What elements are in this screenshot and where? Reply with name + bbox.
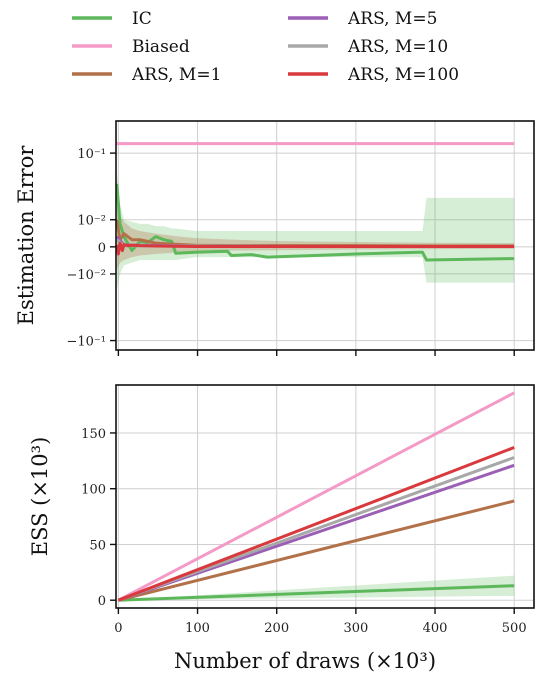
error-y-tick-label-3: −10⁻² <box>66 268 106 283</box>
error-bands <box>116 170 515 290</box>
x-tick-label-300: 300 <box>343 621 368 636</box>
ess-y-tick-label-0: 0 <box>98 594 106 609</box>
ess-series-ars-m-1 <box>118 499 515 602</box>
x-tick-label-200: 200 <box>264 621 289 636</box>
legend-label-ars-m-1: ARS, M=1 <box>131 65 221 85</box>
error-lines <box>115 142 515 262</box>
error-y-tick-label-1: 10⁻² <box>77 214 106 229</box>
error-axes-frame <box>115 120 535 351</box>
x-tick-label-500: 500 <box>502 621 527 636</box>
error-band-ic <box>116 170 515 290</box>
ess-y-tick-label-150: 150 <box>81 427 106 442</box>
error-panel: 10⁻¹ 10⁻² 0 −10⁻² −10⁻¹ Estimation Error <box>14 120 535 356</box>
ess-grid <box>116 385 534 608</box>
ess-series-ic <box>118 584 515 602</box>
error-y-tick-label-2: 0 <box>98 241 106 256</box>
ess-y-tick-label-50: 50 <box>89 538 106 553</box>
x-tick-label-400: 400 <box>423 621 448 636</box>
error-y-axis-label: Estimation Error <box>14 145 38 326</box>
ess-panel: 0 50 100 150 0 100 200 300 400 500 ESS (×10³) Num… <box>28 384 535 673</box>
ess-y-tick-label-100: 100 <box>81 483 106 498</box>
ess-ticks: 0 50 100 150 0 100 200 300 400 500 <box>81 427 526 636</box>
legend: IC Biased ARS, M=1 ARS, M=5 ARS, M=10 ARS, M=… <box>72 9 459 85</box>
error-y-ticks: 10⁻¹ 10⁻² 0 −10⁻² −10⁻¹ <box>66 147 515 356</box>
legend-label-biased: Biased <box>132 37 190 57</box>
x-tick-label-0: 0 <box>114 621 122 636</box>
x-tick-label-100: 100 <box>185 621 210 636</box>
ess-series-ars-m-100 <box>117 446 515 602</box>
error-y-tick-label-0: 10⁻¹ <box>77 147 106 162</box>
ess-y-axis-label: ESS (×10³) <box>28 437 52 557</box>
legend-label-ars-m-10: ARS, M=10 <box>347 37 448 57</box>
ess-bands <box>118 575 515 601</box>
ess-lines <box>117 391 515 602</box>
error-series-ars-m-100 <box>115 241 515 256</box>
x-axis-label: Number of draws (×10³) <box>174 649 436 673</box>
ess-series-biased <box>117 391 515 602</box>
ess-axes-frame <box>115 384 535 609</box>
ess-series-ars-m-10 <box>117 456 515 602</box>
legend-label-ars-m-5: ARS, M=5 <box>347 9 437 29</box>
ess-band-ic <box>118 575 515 601</box>
error-series-ic <box>115 183 515 262</box>
legend-label-ars-m-100: ARS, M=100 <box>347 65 459 85</box>
error-y-tick-label-4: −10⁻¹ <box>66 335 106 350</box>
legend-label-ic: IC <box>132 9 152 29</box>
